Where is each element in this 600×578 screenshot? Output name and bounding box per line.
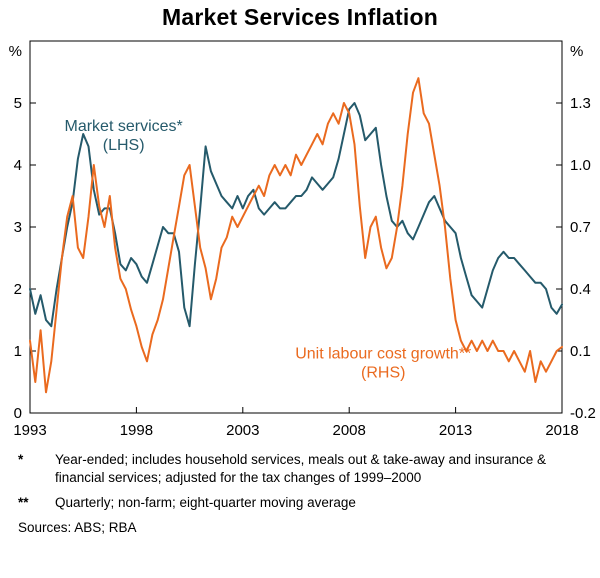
series-annotation-1: (RHS) (361, 364, 405, 381)
series-annotation-0: Market services* (65, 118, 183, 135)
chart-title: Market Services Inflation (162, 4, 438, 30)
left-axis-tick-label: 4 (14, 157, 22, 174)
right-axis-tick-label: 0.7 (570, 219, 591, 236)
right-axis-tick-label: 0.1 (570, 343, 591, 360)
left-axis-tick-label: 5 (14, 95, 22, 112)
left-axis-unit-label: % (9, 43, 22, 60)
right-axis-tick-label: -0.2 (570, 405, 596, 422)
footnotes: * Year-ended; includes household service… (0, 451, 600, 537)
series-annotation-1: Unit labour cost growth** (295, 345, 471, 362)
right-axis-tick-label: 1.0 (570, 157, 591, 174)
x-axis-tick-label: 1993 (13, 422, 46, 439)
x-axis-tick-label: 1998 (120, 422, 153, 439)
x-axis-tick-label: 2018 (545, 422, 578, 439)
footnote-1: * Year-ended; includes household service… (18, 451, 580, 487)
x-axis-tick-label: 2013 (439, 422, 472, 439)
right-axis-tick-label: 0.4 (570, 281, 591, 298)
left-axis-tick-label: 1 (14, 343, 22, 360)
series-annotation-0: (LHS) (103, 137, 145, 154)
line-chart: 0 1 2 3 4 5% -0.2 0.1 0.4 0.7 1.0 1.3% 1993 1998 2003 2… (9, 40, 596, 439)
right-axis-unit-label: % (570, 43, 583, 60)
left-axis-tick-label: 0 (14, 405, 22, 422)
series-line-1 (29, 77, 563, 394)
x-axis-tick-label: 2008 (333, 422, 366, 439)
footnote-marker: ** (18, 495, 29, 511)
left-axis-tick-label: 3 (14, 219, 22, 236)
right-axis-tick-label: 1.3 (570, 95, 591, 112)
sources-line: Sources: ABS; RBA (18, 520, 137, 536)
footnote-text: Quarterly; non-farm; eight-quarter movin… (55, 495, 356, 511)
x-axis-tick-label: 2003 (226, 422, 259, 439)
footnote-2: ** Quarterly; non-farm; eight-quarter mo… (18, 494, 580, 512)
footnote-text: Year-ended; includes household services,… (55, 452, 547, 486)
footnote-marker: * (18, 452, 24, 467)
left-axis-tick-label: 2 (14, 281, 22, 298)
series-line-0 (29, 102, 563, 328)
